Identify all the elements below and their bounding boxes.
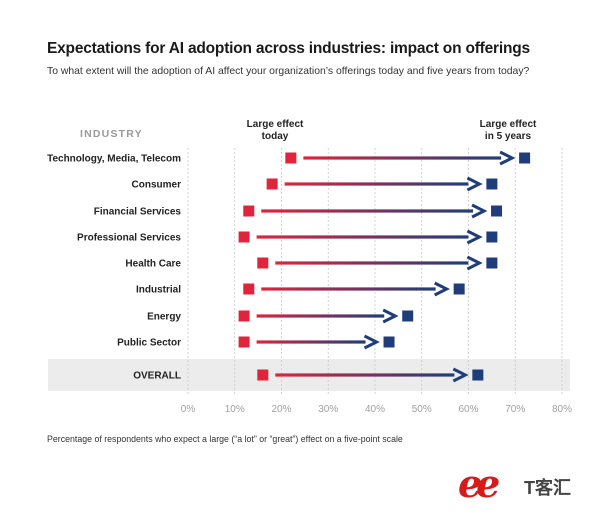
row-label: Professional Services: [77, 233, 181, 244]
row-label: Financial Services: [94, 207, 182, 218]
future-marker: [453, 283, 465, 295]
today-marker: [238, 336, 250, 348]
chart-row: Financial Services: [94, 203, 503, 219]
x-tick-label: 40%: [365, 404, 385, 415]
today-marker: [238, 231, 250, 243]
chart-row: Energy: [147, 308, 414, 324]
x-tick-label: 80%: [552, 404, 572, 415]
chart-row: Health Care: [125, 255, 498, 271]
today-marker: [257, 369, 269, 381]
x-tick-label: 70%: [505, 404, 525, 415]
future-marker: [519, 152, 531, 164]
today-marker: [257, 257, 269, 269]
today-marker: [243, 205, 255, 217]
chart-row: OVERALL: [133, 367, 484, 383]
today-marker: [266, 178, 278, 190]
change-arrow-shaft: [303, 156, 502, 160]
x-tick-label: 10%: [225, 404, 245, 415]
future-marker: [486, 257, 498, 269]
today-marker: [285, 152, 297, 164]
chart-row: Industrial: [136, 281, 465, 297]
row-label: Technology, Media, Telecom: [47, 154, 181, 165]
change-arrow-shaft: [275, 373, 455, 377]
row-header: INDUSTRY: [80, 128, 143, 140]
change-arrow-shaft: [256, 314, 385, 318]
x-axis-ticks: 0% 10% 20% 30% 40% 50% 60% 70% 80%: [181, 404, 572, 415]
change-arrow-shaft: [256, 235, 469, 239]
change-arrow-shaft: [261, 209, 474, 213]
today-marker: [243, 283, 255, 295]
row-label: Public Sector: [117, 338, 181, 349]
dumbbell-chart: INDUSTRY Large effect today Large effect…: [47, 119, 572, 415]
watermark-logo: ee: [458, 461, 500, 506]
change-arrow-head: [466, 229, 483, 245]
change-arrow-head: [499, 150, 516, 166]
legend-today-line1: Large effect: [247, 119, 304, 130]
future-marker: [472, 369, 484, 381]
change-arrow-head: [382, 308, 399, 324]
future-marker: [486, 231, 498, 243]
chart-row: Public Sector: [117, 334, 395, 350]
legend-future-line2: in 5 years: [485, 131, 532, 142]
change-arrow-shaft: [261, 287, 436, 291]
chart-footnote: Percentage of respondents who expect a l…: [47, 434, 403, 444]
x-tick-label: 0%: [181, 404, 196, 415]
row-label: Industrial: [136, 285, 181, 296]
x-tick-label: 50%: [412, 404, 432, 415]
change-arrow-head: [471, 203, 488, 219]
change-arrow-head: [433, 281, 451, 297]
today-marker: [238, 310, 250, 322]
row-label: OVERALL: [133, 371, 181, 382]
rows-layer: Technology, Media, Telecom Consumer Financ…: [47, 150, 531, 383]
row-label: Energy: [147, 312, 181, 323]
chart-subtitle: To what extent will the adoption of AI a…: [47, 66, 530, 77]
future-marker: [486, 178, 498, 190]
chart-row: Consumer: [132, 176, 498, 192]
future-marker: [383, 336, 395, 348]
legend-today-line2: today: [262, 131, 289, 142]
future-marker: [402, 310, 414, 322]
change-arrow-head: [466, 255, 483, 271]
x-tick-label: 30%: [318, 404, 338, 415]
change-arrow-head: [452, 367, 469, 383]
x-tick-label: 20%: [271, 404, 291, 415]
watermark: ee T客汇: [458, 462, 598, 508]
x-tick-label: 60%: [458, 404, 478, 415]
change-arrow-head: [363, 334, 380, 350]
change-arrow-shaft: [284, 182, 469, 186]
legend-future-line1: Large effect: [480, 119, 537, 130]
change-arrow-shaft: [275, 261, 469, 265]
row-label: Health Care: [125, 259, 181, 270]
chart-title: Expectations for AI adoption across indu…: [47, 40, 530, 57]
future-marker: [491, 205, 503, 217]
chart-row: Professional Services: [77, 229, 498, 245]
change-arrow-shaft: [256, 340, 366, 344]
chart-row: Technology, Media, Telecom: [47, 150, 531, 166]
watermark-text: T客汇: [524, 478, 571, 498]
row-label: Consumer: [132, 180, 182, 191]
change-arrow-head: [466, 176, 483, 192]
